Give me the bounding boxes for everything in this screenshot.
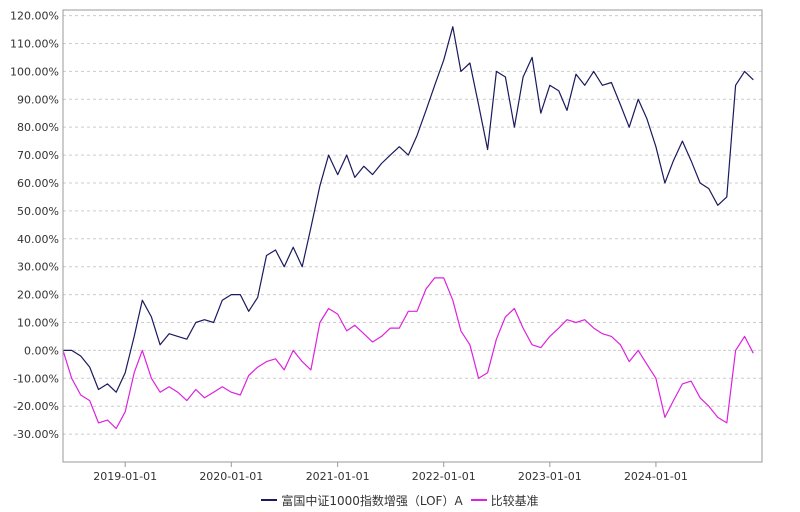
- x-tick-label: 2024-01-01: [624, 470, 688, 483]
- legend-label-fund: 富国中证1000指数增强（LOF）A: [281, 493, 463, 508]
- y-tick-label: 100.00%: [10, 65, 59, 78]
- y-tick-label: 60.00%: [17, 177, 59, 190]
- legend-item-benchmark: 比较基准: [470, 492, 539, 509]
- series-line-benchmark: [62, 277, 754, 430]
- x-axis: 2019-01-01 2020-01-01 2021-01-01 2022-01-01…: [93, 462, 688, 483]
- y-tick-label: 10.00%: [17, 316, 59, 329]
- y-tick-label: 50.00%: [17, 205, 59, 218]
- y-tick-label: 0.00%: [24, 344, 59, 357]
- x-tick-label: 2020-01-01: [199, 470, 263, 483]
- y-tick-label: 30.00%: [17, 261, 59, 274]
- y-axis: -30.00% -20.00% -10.00% 0.00% 10.00% 20.00% 30…: [10, 10, 59, 442]
- legend-swatch-fund: [261, 499, 278, 501]
- y-tick-label: 120.00%: [10, 10, 59, 23]
- x-tick-label: 2023-01-01: [518, 470, 582, 483]
- y-tick-label: 80.00%: [17, 121, 59, 134]
- legend: 富国中证1000指数增强（LOF）A 比较基准: [0, 490, 800, 510]
- line-chart: -30.00% -20.00% -10.00% 0.00% 10.00% 20.00% 30…: [10, 9, 763, 483]
- legend-label-benchmark: 比较基准: [490, 493, 539, 508]
- y-tick-label: -30.00%: [13, 428, 59, 441]
- series-lines: [62, 26, 754, 430]
- y-tick-label: 110.00%: [10, 37, 59, 50]
- y-tick-label: 90.00%: [17, 93, 59, 106]
- x-tick-label: 2021-01-01: [306, 470, 370, 483]
- y-tick-label: -10.00%: [13, 372, 59, 385]
- legend-swatch-benchmark: [470, 499, 487, 501]
- x-tick-label: 2022-01-01: [412, 470, 476, 483]
- y-tick-label: -20.00%: [13, 400, 59, 413]
- legend-item-fund: 富国中证1000指数增强（LOF）A: [261, 492, 463, 509]
- plot-border: [62, 9, 763, 463]
- y-tick-label: 40.00%: [17, 233, 59, 246]
- grid-lines: [63, 15, 762, 435]
- series-line-fund: [63, 26, 754, 393]
- y-tick-label: 20.00%: [17, 289, 59, 302]
- x-tick-label: 2019-01-01: [93, 470, 157, 483]
- y-tick-label: 70.00%: [17, 149, 59, 162]
